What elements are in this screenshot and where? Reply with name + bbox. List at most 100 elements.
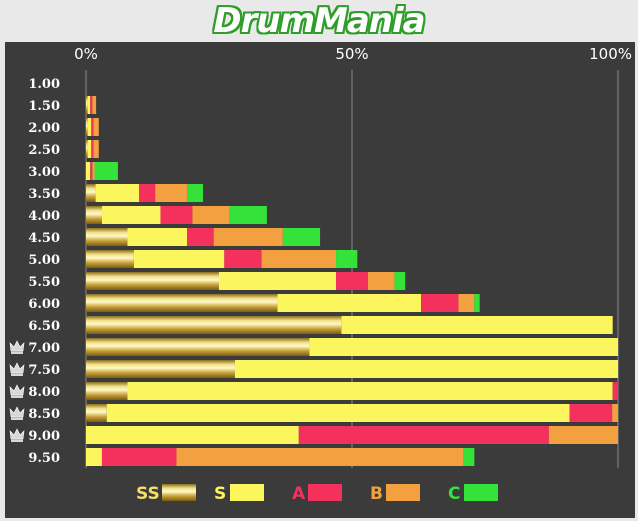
legend-swatch-s — [230, 484, 264, 501]
x-tick-label: 100% — [589, 45, 632, 63]
legend-swatch-a — [308, 484, 342, 501]
crown-icon — [9, 406, 25, 420]
category-label: 6.00 — [28, 297, 60, 312]
bar-c-5.50 — [394, 272, 406, 290]
category-label: 4.00 — [28, 209, 60, 224]
bar-c-4.50 — [282, 228, 321, 246]
crown-base — [11, 439, 23, 442]
bar-b-2.50 — [93, 140, 99, 158]
legend-swatch-c — [464, 484, 498, 501]
bar-s-3.00 — [86, 162, 91, 180]
category-label: 1.00 — [28, 77, 60, 92]
x-axis-ticks: 0% 50% 100% — [74, 45, 632, 63]
bar-s-9.50 — [86, 448, 102, 466]
bar-c-6.00 — [474, 294, 480, 312]
bar-b-9.50 — [176, 448, 464, 466]
crown-icons — [9, 340, 25, 442]
legend: SS S A B C — [136, 484, 498, 504]
legend-label-c: C — [448, 484, 460, 504]
bar-b-4.00 — [192, 206, 230, 224]
bar-a-6.00 — [421, 294, 459, 312]
bar-s-3.50 — [95, 184, 140, 202]
bar-a-3.50 — [139, 184, 156, 202]
bar-ss-7.00 — [86, 338, 310, 356]
category-label: 5.50 — [28, 275, 60, 290]
category-label: 3.50 — [28, 187, 60, 202]
bar-b-6.00 — [458, 294, 475, 312]
bar-a-2.50 — [91, 140, 94, 158]
bar-ss-5.50 — [86, 272, 219, 290]
logo: DrumMania — [0, 0, 638, 42]
category-label: 1.50 — [28, 99, 60, 114]
crown-shape — [9, 406, 25, 418]
bar-ss-2.50 — [86, 140, 88, 158]
category-label: 9.50 — [28, 451, 60, 466]
bar-s-2.00 — [87, 118, 92, 136]
bar-ss-8.00 — [86, 382, 128, 400]
bar-ss-4.00 — [86, 206, 102, 224]
category-label: 8.00 — [28, 385, 60, 400]
bar-b-4.50 — [213, 228, 283, 246]
crown-base — [11, 417, 23, 420]
legend-label-ss: SS — [136, 484, 160, 504]
crown-base — [11, 351, 23, 354]
legend-swatch-b — [386, 484, 420, 501]
crown-icon — [9, 428, 25, 442]
bar-s-2.50 — [87, 140, 92, 158]
bar-a-1.50 — [90, 96, 93, 114]
category-label: 2.00 — [28, 121, 60, 136]
category-label: 5.00 — [28, 253, 60, 268]
bar-b-3.50 — [155, 184, 188, 202]
bar-s-7.00 — [309, 338, 618, 356]
category-label: 9.00 — [28, 429, 60, 444]
bar-s-8.00 — [127, 382, 613, 400]
bar-b-1.50 — [92, 96, 97, 114]
stacked-bar-chart: 0% 50% 100% 1.00 1.50 2.00 2.50 3.00 3.50 4.00 4.… — [9, 45, 632, 504]
bar-c-4.00 — [229, 206, 267, 224]
bar-s-6.00 — [277, 294, 422, 312]
bar-s-4.00 — [101, 206, 161, 224]
bar-s-7.50 — [234, 360, 618, 378]
bar-a-9.00 — [298, 426, 549, 444]
bar-a-2.00 — [91, 118, 94, 136]
bar-ss-6.50 — [86, 316, 342, 334]
crown-icon — [9, 384, 25, 398]
bar-ss-7.50 — [86, 360, 235, 378]
bar-b-8.50 — [612, 404, 618, 422]
category-label: 4.50 — [28, 231, 60, 246]
bar-a-4.50 — [187, 228, 214, 246]
x-tick-label: 0% — [74, 45, 98, 63]
crown-base — [11, 395, 23, 398]
bar-ss-1.50 — [86, 96, 88, 114]
bar-s-5.50 — [219, 272, 337, 290]
bar-s-9.00 — [86, 426, 299, 444]
bar-b-5.50 — [367, 272, 395, 290]
crown-icon — [9, 362, 25, 376]
crown-shape — [9, 428, 25, 440]
legend-swatch-ss — [162, 484, 196, 501]
category-label: 7.00 — [28, 341, 60, 356]
bar-s-1.50 — [87, 96, 91, 114]
crown-icon — [9, 340, 25, 354]
bar-a-5.00 — [224, 250, 262, 268]
legend-label-a: A — [292, 484, 306, 504]
bar-c-5.00 — [336, 250, 358, 268]
crown-shape — [9, 340, 25, 352]
bar-c-9.50 — [463, 448, 475, 466]
crown-base — [11, 373, 23, 376]
chart-panel: 0% 50% 100% 1.00 1.50 2.00 2.50 3.00 3.50 4.00 4.… — [5, 42, 635, 518]
bar-a-9.50 — [101, 448, 177, 466]
crown-shape — [9, 362, 25, 374]
bar-b-3.00 — [92, 162, 95, 180]
bar-s-6.50 — [341, 316, 613, 334]
crown-shape — [9, 384, 25, 396]
bar-ss-5.00 — [86, 250, 134, 268]
bar-ss-3.50 — [86, 184, 96, 202]
category-labels: 1.00 1.50 2.00 2.50 3.00 3.50 4.00 4.50 5.00 5.50… — [28, 77, 60, 466]
category-label: 2.50 — [28, 143, 60, 158]
category-label: 8.50 — [28, 407, 60, 422]
legend-label-s: S — [214, 484, 226, 504]
bar-ss-6.00 — [86, 294, 278, 312]
bar-ss-8.50 — [86, 404, 107, 422]
bar-b-2.00 — [93, 118, 99, 136]
